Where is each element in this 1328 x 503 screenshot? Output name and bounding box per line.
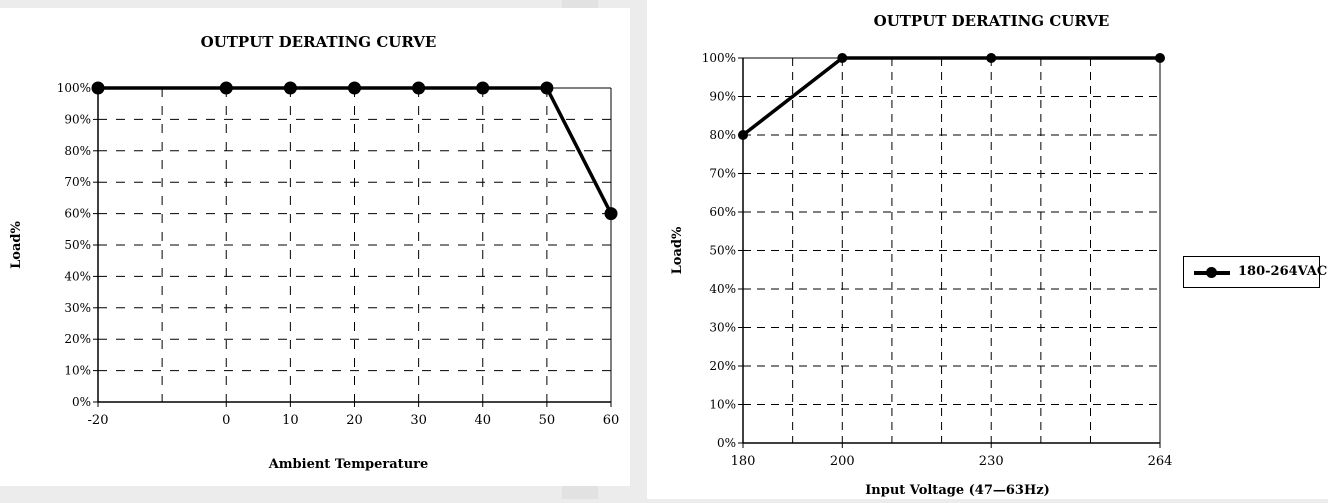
y-tick-label: 90% — [64, 112, 91, 126]
chart-title: OUTPUT DERATING CURVE — [201, 33, 437, 51]
y-tick-label: 20% — [709, 359, 736, 373]
y-tick-label: 20% — [64, 332, 91, 346]
x-tick-label: 10 — [282, 413, 299, 428]
data-point — [348, 81, 361, 95]
y-tick-label: 50% — [64, 238, 91, 252]
x-tick-label: 50 — [539, 413, 556, 428]
y-tick-label: 60% — [64, 207, 91, 221]
data-point — [1155, 53, 1165, 63]
y-tick-label: 70% — [709, 167, 736, 181]
y-axis-label: Load% — [670, 226, 685, 274]
x-tick-label: 20 — [346, 413, 363, 428]
x-tick-label: 264 — [1148, 454, 1173, 469]
x-tick-label: 60 — [603, 413, 620, 428]
y-tick-label: 80% — [64, 144, 91, 158]
y-tick-label: 0% — [717, 436, 736, 450]
data-point — [540, 81, 554, 95]
x-tick-label: 0 — [222, 413, 230, 428]
y-tick-label: 70% — [64, 175, 91, 189]
x-tick-label: 200 — [830, 454, 855, 469]
data-point — [91, 81, 105, 95]
x-tick-label: -20 — [88, 413, 109, 428]
data-point — [986, 53, 997, 63]
temperature-derating-panel: OUTPUT DERATING CURVE 0% 10% 20% 30% 40% 50% 60… — [0, 8, 630, 486]
chart-legend: 180-264VAC — [1183, 256, 1327, 288]
data-point — [738, 130, 748, 140]
y-tick-label: 60% — [709, 205, 736, 219]
y-tick-label: 30% — [709, 321, 736, 335]
legend-dot-marker — [1206, 267, 1217, 278]
data-point — [837, 53, 848, 63]
y-tick-label: 10% — [64, 364, 91, 378]
y-axis-label: Load% — [9, 221, 24, 269]
data-point — [219, 81, 233, 95]
x-axis-label: Ambient Temperature — [268, 457, 429, 472]
series-line — [98, 86, 613, 215]
x-axis-label: Input Voltage (47—63Hz) — [865, 483, 1050, 498]
data-point — [476, 81, 490, 95]
y-tick-label: 30% — [64, 301, 91, 315]
data-point — [283, 81, 297, 95]
x-tick-label: 40 — [474, 413, 491, 428]
chart-title: OUTPUT DERATING CURVE — [874, 12, 1110, 30]
y-tick-label: 40% — [709, 282, 736, 296]
series-line — [741, 56, 1160, 137]
voltage-derating-panel: OUTPUT DERATING CURVE 0% 10% 20% 30% 40% 50% 60… — [647, 0, 1328, 499]
y-tick-label: 80% — [709, 128, 736, 142]
x-tick-label: 180 — [731, 454, 756, 469]
data-point — [604, 207, 618, 221]
voltage-derating-chart: OUTPUT DERATING CURVE 0% 10% 20% 30% 40% 50% 60… — [670, 12, 1173, 498]
y-tick-label: 40% — [64, 269, 91, 283]
x-tick-label: 30 — [410, 413, 427, 428]
x-tick-label: 230 — [979, 454, 1004, 469]
y-tick-label: 10% — [709, 398, 736, 412]
legend-series-label: 180-264VAC — [1238, 264, 1328, 279]
y-tick-label: 0% — [72, 395, 91, 409]
temperature-derating-chart: OUTPUT DERATING CURVE 0% 10% 20% 30% 40% 50% 60… — [9, 33, 620, 472]
y-tick-label: 50% — [709, 244, 736, 258]
data-point — [412, 81, 426, 95]
y-tick-label: 100% — [702, 51, 736, 65]
y-tick-label: 100% — [57, 81, 91, 95]
y-tick-label: 90% — [709, 90, 736, 104]
